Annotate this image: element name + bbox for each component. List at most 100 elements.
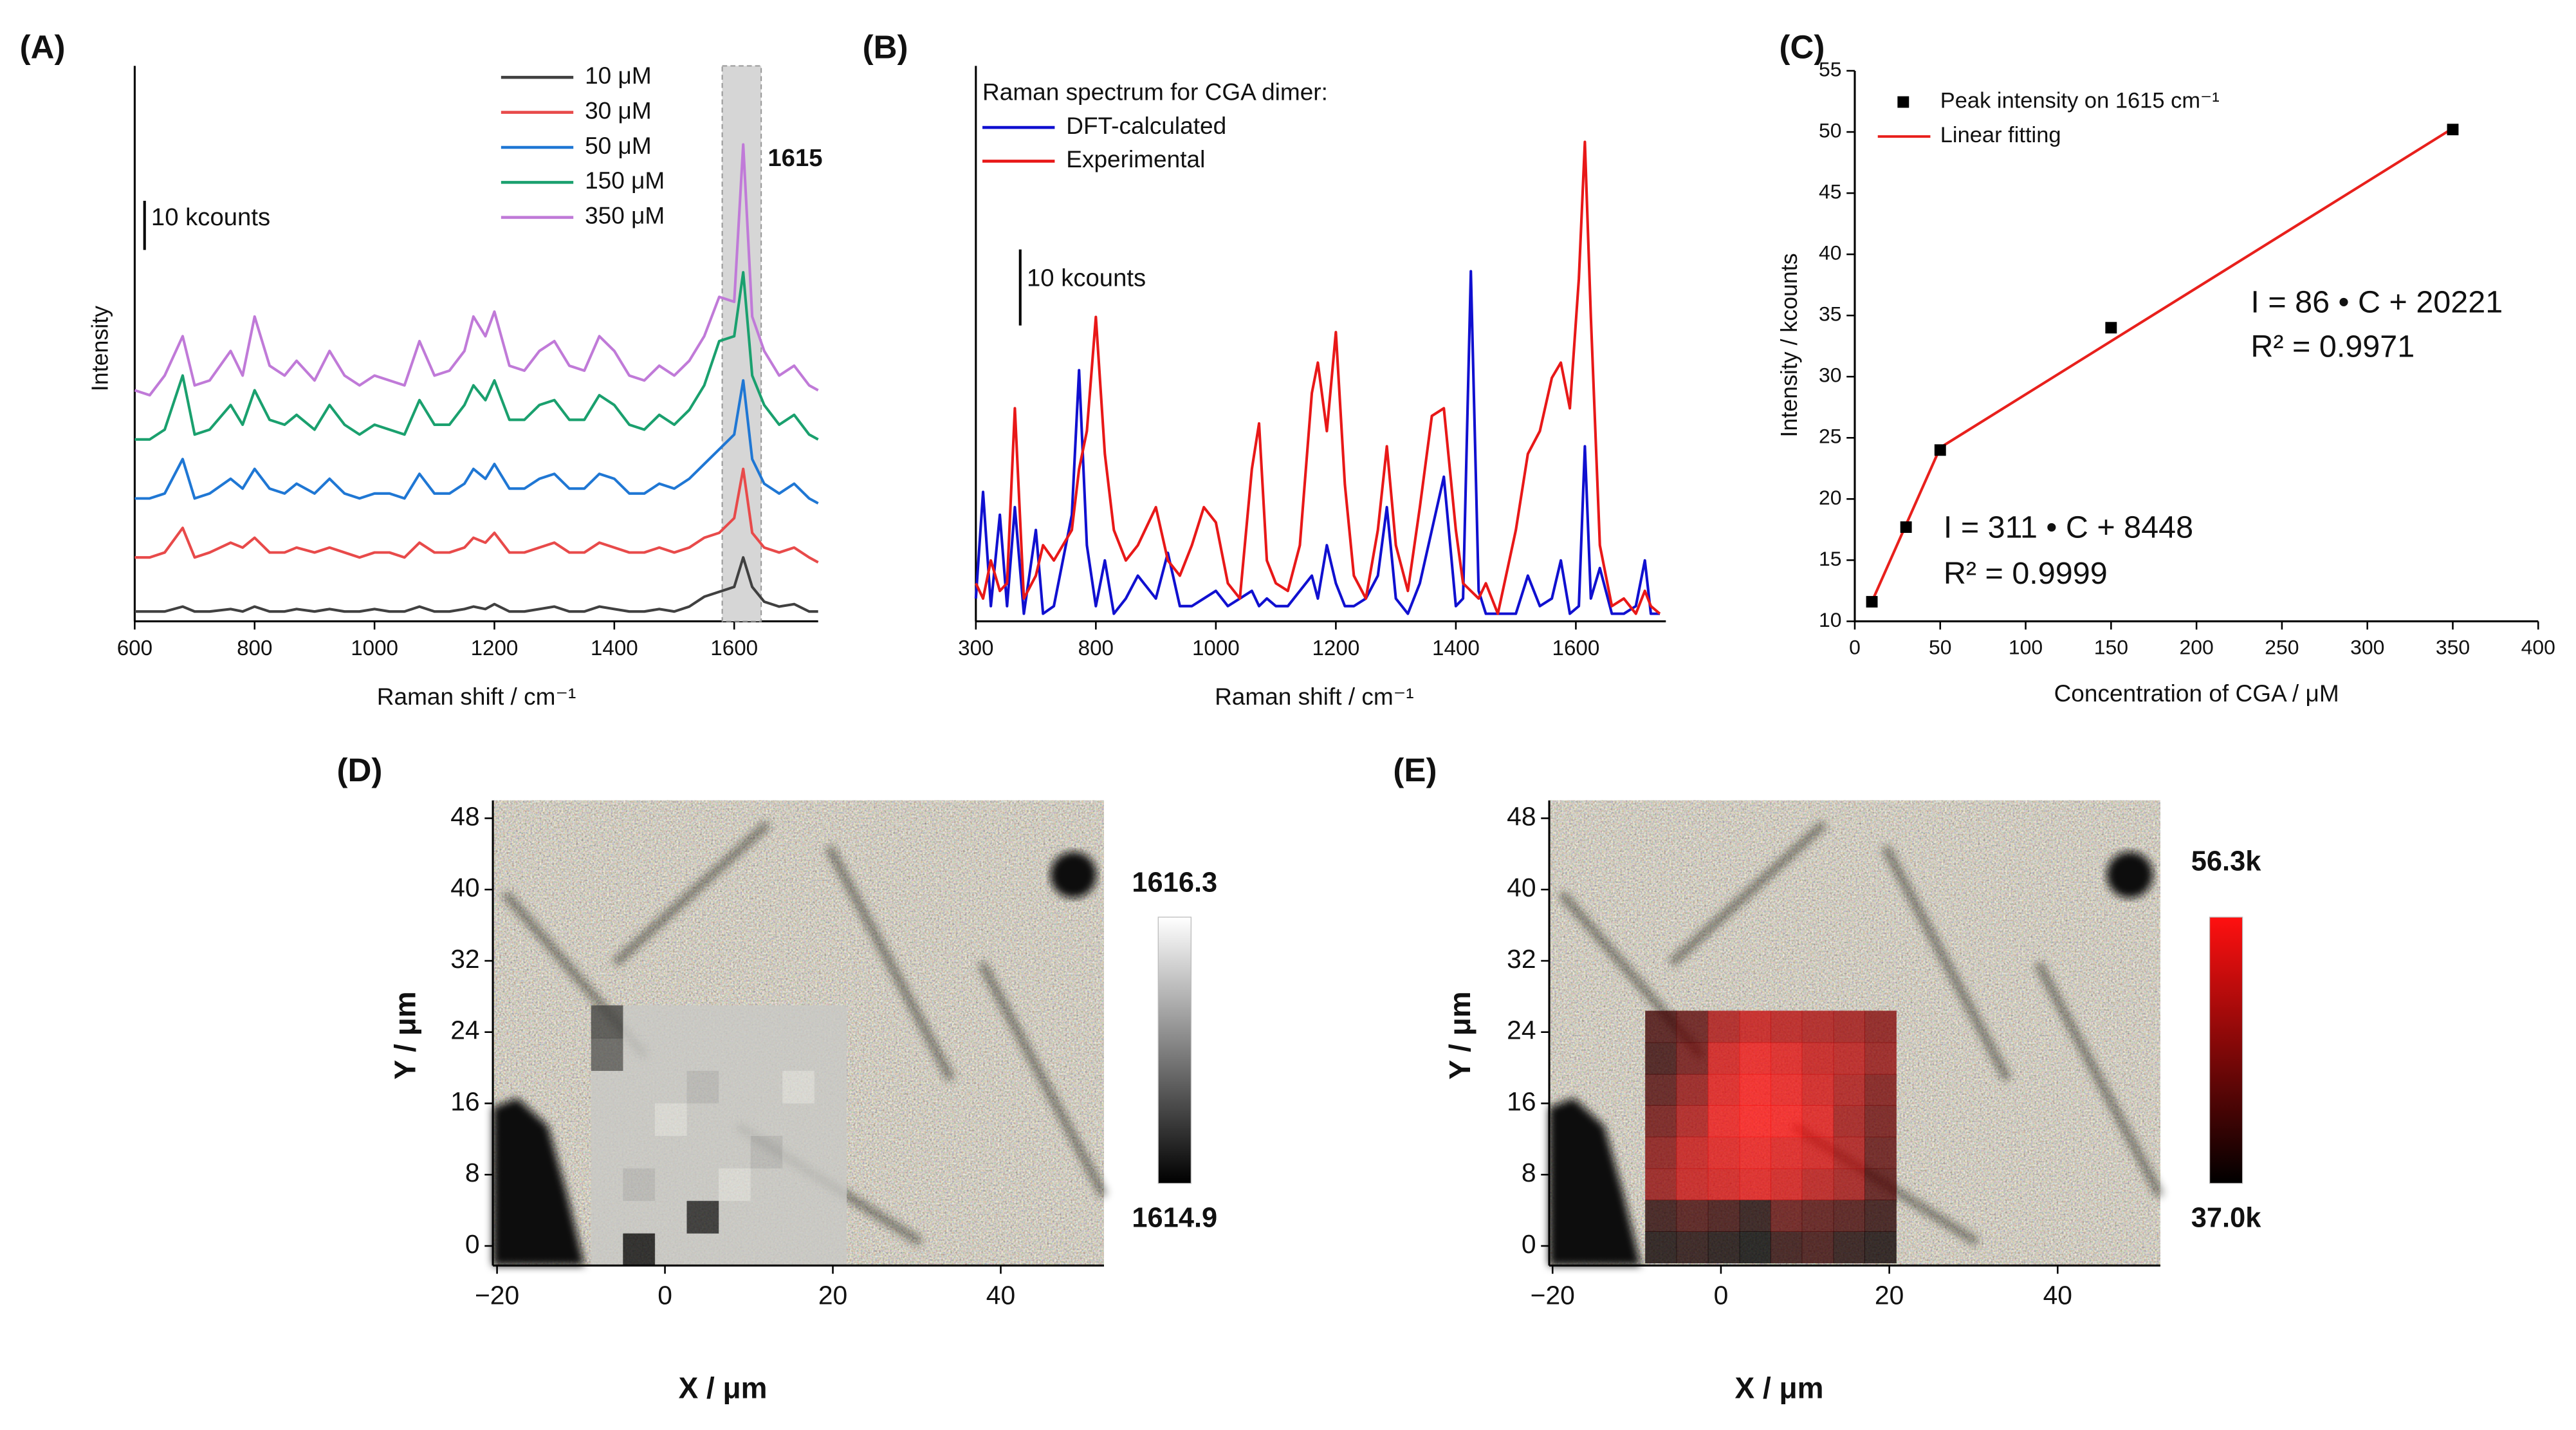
x-tick-label: 300 bbox=[958, 636, 993, 660]
data-point bbox=[1934, 444, 1946, 456]
x-tick-label: 20 bbox=[1875, 1280, 1904, 1310]
heatmap-cell bbox=[686, 1232, 719, 1267]
y-tick-label: 48 bbox=[450, 801, 479, 831]
y-axis-label: Intensity bbox=[87, 306, 113, 391]
panel-label: (E) bbox=[1393, 752, 1437, 788]
heatmap-cell bbox=[719, 1102, 751, 1137]
heatmap-cell bbox=[1739, 1168, 1771, 1200]
heatmap-cell bbox=[782, 1037, 815, 1072]
heatmap-cell bbox=[750, 1070, 784, 1104]
x-axis-label: X / μm bbox=[679, 1371, 768, 1405]
y-tick-label: 16 bbox=[1507, 1086, 1536, 1116]
y-axis-label: Y / μm bbox=[1443, 991, 1477, 1079]
heatmap-cell bbox=[814, 1135, 847, 1169]
heatmap-cell bbox=[654, 1200, 688, 1234]
heatmap-cell bbox=[814, 1200, 847, 1234]
heatmap-cell bbox=[591, 1005, 624, 1039]
heatmap-cell bbox=[1771, 1010, 1803, 1043]
y-tick-label: 25 bbox=[1819, 425, 1842, 448]
heatmap-cell bbox=[1771, 1231, 1803, 1264]
heatmap-cell bbox=[814, 1102, 847, 1137]
y-tick-label: 8 bbox=[1522, 1158, 1536, 1187]
legend-label: 350 μM bbox=[585, 202, 665, 229]
panel: (B) 300 800 1000 1200 1400 1600 Raman shift / c… bbox=[863, 28, 1666, 710]
heatmap-cell bbox=[1739, 1010, 1771, 1043]
y-tick-label: 20 bbox=[1819, 486, 1842, 509]
colorbar-label: 37.0k bbox=[2191, 1202, 2261, 1233]
heatmap-cell bbox=[686, 1200, 719, 1234]
x-tick-label: 200 bbox=[2180, 636, 2214, 659]
heatmap-cell bbox=[1707, 1105, 1740, 1138]
colorbar bbox=[1157, 916, 1191, 1184]
y-tick-label: 15 bbox=[1819, 547, 1842, 570]
heatmap-cell bbox=[1833, 1200, 1865, 1232]
heatmap-cell bbox=[591, 1102, 624, 1137]
x-tick-label: 350 bbox=[2436, 636, 2470, 659]
legend-label: 50 μM bbox=[585, 132, 652, 159]
heatmap-cell bbox=[1676, 1073, 1709, 1106]
spectrum bbox=[134, 467, 819, 564]
heatmap-cell bbox=[623, 1135, 656, 1169]
y-tick-label: 30 bbox=[1819, 364, 1842, 387]
data-point bbox=[1866, 596, 1878, 608]
x-tick-label: 1600 bbox=[1552, 636, 1600, 660]
heatmap-cell bbox=[1771, 1073, 1803, 1106]
panel: (C) 0 50 100 150 200 250 300 350 400 10 15 20 25 30 35 4… bbox=[1776, 28, 2555, 707]
legend-label: Linear fitting bbox=[1940, 123, 2061, 147]
x-tick-label: −20 bbox=[475, 1280, 519, 1310]
colorbar-label: 1616.3 bbox=[1132, 867, 1217, 898]
heatmap-cell bbox=[750, 1102, 784, 1137]
heatmap-cell bbox=[1645, 1073, 1677, 1106]
heatmap-cell bbox=[591, 1037, 624, 1072]
heatmap-cell bbox=[1771, 1168, 1803, 1200]
legend-label: 10 μM bbox=[585, 62, 652, 89]
heatmap-cell bbox=[623, 1167, 656, 1202]
y-tick-label: 40 bbox=[1507, 873, 1536, 902]
heatmap-cell bbox=[1676, 1042, 1709, 1075]
heatmap-cell bbox=[1801, 1231, 1834, 1264]
legend-label: DFT-calculated bbox=[1066, 112, 1226, 139]
y-axis-label: Intensity / kcounts bbox=[1776, 253, 1802, 437]
y-tick-label: 10 bbox=[1819, 608, 1842, 631]
heatmap-cell bbox=[654, 1037, 688, 1072]
x-axis-label: Concentration of CGA / μM bbox=[2054, 680, 2339, 707]
heatmap-cell bbox=[1676, 1168, 1709, 1200]
heatmap-cell bbox=[654, 1005, 688, 1039]
heatmap-cell bbox=[719, 1200, 751, 1234]
dark-streak bbox=[1668, 821, 1827, 967]
heatmap-cell bbox=[591, 1070, 624, 1104]
heatmap-cell bbox=[623, 1200, 656, 1234]
heatmap-cell bbox=[1739, 1073, 1771, 1106]
panel: (A) 600 800 1000 1200 1400 1600 Raman shift / c… bbox=[20, 28, 823, 710]
x-tick-label: 100 bbox=[2009, 636, 2043, 659]
panel: (E) 37.0k 56.3k −20 0 20 40 0 8 16 24 32 40 48 X / μm Y… bbox=[1393, 752, 2261, 1405]
panel-label: (D) bbox=[336, 752, 382, 788]
peak-annotation: 1615 bbox=[768, 144, 822, 172]
heatmap-cell bbox=[1645, 1231, 1677, 1264]
y-tick-label: 0 bbox=[1522, 1229, 1536, 1259]
y-tick-label: 35 bbox=[1819, 302, 1842, 326]
heatmap-cell bbox=[1739, 1231, 1771, 1264]
y-tick-label: 24 bbox=[1507, 1016, 1536, 1045]
heatmap-cell bbox=[719, 1037, 751, 1072]
y-tick-label: 0 bbox=[465, 1229, 480, 1259]
heatmap-cell bbox=[782, 1167, 815, 1202]
dark-spot bbox=[1050, 851, 1097, 898]
heatmap-cell bbox=[1707, 1010, 1740, 1043]
legend-label: Experimental bbox=[1066, 145, 1205, 172]
heatmap-cell bbox=[1801, 1200, 1834, 1232]
heatmap-cell bbox=[1676, 1105, 1709, 1138]
x-tick-label: 1400 bbox=[591, 636, 638, 660]
heatmap-cell bbox=[1739, 1105, 1771, 1138]
y-tick-label: 45 bbox=[1819, 180, 1842, 203]
heatmap-cell bbox=[623, 1102, 656, 1137]
data-point bbox=[2447, 124, 2459, 136]
heatmap-cell bbox=[1864, 1105, 1897, 1138]
heatmap-cell bbox=[1833, 1073, 1865, 1106]
x-tick-label: 40 bbox=[986, 1280, 1015, 1310]
heatmap-cell bbox=[1739, 1042, 1771, 1075]
heatmap-cell bbox=[1801, 1042, 1834, 1075]
heatmap-cell bbox=[1645, 1042, 1677, 1075]
panel: (D) 1614.9 1616.3 −20 0 20 40 0 8 16 24 32 40 48 X / μ… bbox=[336, 752, 1217, 1405]
heatmap-cell bbox=[1676, 1200, 1709, 1232]
